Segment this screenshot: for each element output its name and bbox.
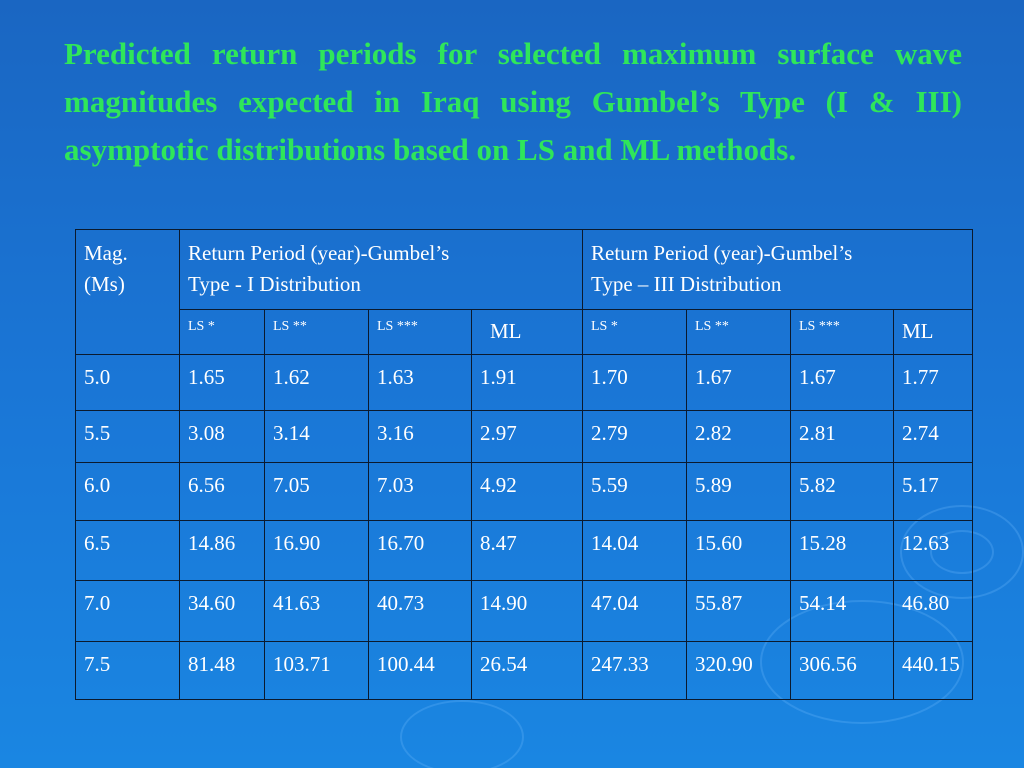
gumbel-type3-header-line1: Return Period (year)-Gumbel’s — [591, 241, 853, 265]
cell-ls3-type1: 16.70 — [368, 520, 472, 582]
mag-header-line1: Mag. — [84, 241, 128, 265]
table-row: 6.0 6.56 7.05 7.03 4.92 5.59 5.89 5.82 5.17 — [75, 461, 973, 522]
cell-ml-type3: 46.80 — [893, 580, 973, 642]
cell-ls3-type1: 3.16 — [368, 409, 472, 463]
cell-ls1-type3: 47.04 — [582, 580, 687, 642]
cell-ml-type3: 5.17 — [893, 461, 973, 522]
cell-ls2-type3: 55.87 — [686, 580, 791, 642]
slide-title: Predicted return periods for selected ma… — [64, 36, 962, 167]
cell-ls2-type1: 103.71 — [264, 640, 369, 701]
cell-ml-type1: 4.92 — [471, 461, 583, 522]
cell-ls1-type1: 3.08 — [179, 409, 265, 463]
subheader-ls3: LS *** — [368, 309, 472, 355]
cell-ls1-type1: 34.60 — [179, 580, 265, 642]
mag-header-line2: (Ms) — [84, 272, 125, 296]
cell-ls1-type3: 247.33 — [582, 640, 687, 701]
cell-ls3-type3: 54.14 — [790, 580, 894, 642]
return-period-table: Mag. (Ms) Return Period (year)-Gumbel’s … — [75, 228, 973, 701]
table-body: 5.0 1.65 1.62 1.63 1.91 1.70 1.67 1.67 1.77 5.5 3.… — [75, 353, 973, 701]
cell-ls1-type1: 6.56 — [179, 461, 265, 522]
table-row: 5.5 3.08 3.14 3.16 2.97 2.79 2.82 2.81 2.74 — [75, 409, 973, 463]
cell-ml-type3: 12.63 — [893, 520, 973, 582]
cell-ml-type1: 8.47 — [471, 520, 583, 582]
cell-ls2-type3: 320.90 — [686, 640, 791, 701]
cell-ls2-type3: 15.60 — [686, 520, 791, 582]
cell-ls3-type3: 306.56 — [790, 640, 894, 701]
cell-ls1-type1: 1.65 — [179, 353, 265, 411]
cell-ls1-type3: 5.59 — [582, 461, 687, 522]
cell-ls3-type3: 1.67 — [790, 353, 894, 411]
subheader-ls1: LS * — [179, 309, 265, 355]
cell-ls3-type3: 2.81 — [790, 409, 894, 463]
cell-ls3-type3: 15.28 — [790, 520, 894, 582]
cell-ml-type3: 440.15 — [893, 640, 973, 701]
cell-ls1-type3: 2.79 — [582, 409, 687, 463]
subheader-ml: ML — [471, 309, 583, 355]
cell-mag: 5.0 — [75, 353, 180, 411]
cell-mag: 7.0 — [75, 580, 180, 642]
ripple-decoration — [400, 700, 524, 768]
cell-ml-type3: 2.74 — [893, 409, 973, 463]
cell-ls2-type3: 1.67 — [686, 353, 791, 411]
cell-ls3-type1: 7.03 — [368, 461, 472, 522]
cell-ls2-type1: 16.90 — [264, 520, 369, 582]
subheader-ls3: LS *** — [790, 309, 894, 355]
cell-ml-type1: 14.90 — [471, 580, 583, 642]
subheader-ls1: LS * — [582, 309, 687, 355]
cell-ml-type1: 2.97 — [471, 409, 583, 463]
subheader-ml: ML — [893, 309, 973, 355]
gumbel-type1-header: Return Period (year)-Gumbel’s Type - I D… — [179, 228, 583, 311]
cell-ls1-type1: 81.48 — [179, 640, 265, 701]
cell-mag: 6.0 — [75, 461, 180, 522]
cell-ls1-type1: 14.86 — [179, 520, 265, 582]
table-row: 7.0 34.60 41.63 40.73 14.90 47.04 55.87 54.14 46… — [75, 580, 973, 642]
cell-ls3-type3: 5.82 — [790, 461, 894, 522]
subheader-ls2: LS ** — [264, 309, 369, 355]
table-header-row: Mag. (Ms) Return Period (year)-Gumbel’s … — [75, 228, 973, 355]
cell-ls2-type3: 2.82 — [686, 409, 791, 463]
cell-ls1-type3: 14.04 — [582, 520, 687, 582]
table-row: 5.0 1.65 1.62 1.63 1.91 1.70 1.67 1.67 1.77 — [75, 353, 973, 411]
cell-ls1-type3: 1.70 — [582, 353, 687, 411]
cell-ls2-type1: 7.05 — [264, 461, 369, 522]
gumbel-type3-header-line2: Type – III Distribution — [591, 272, 782, 296]
cell-ml-type1: 1.91 — [471, 353, 583, 411]
cell-ls3-type1: 1.63 — [368, 353, 472, 411]
cell-ml-type3: 1.77 — [893, 353, 973, 411]
cell-ls2-type1: 41.63 — [264, 580, 369, 642]
subheader-ls2: LS ** — [686, 309, 791, 355]
cell-mag: 6.5 — [75, 520, 180, 582]
table-row: 6.5 14.86 16.90 16.70 8.47 14.04 15.60 15.28 12.… — [75, 520, 973, 582]
cell-ls2-type1: 3.14 — [264, 409, 369, 463]
cell-ls2-type1: 1.62 — [264, 353, 369, 411]
cell-ls3-type1: 100.44 — [368, 640, 472, 701]
cell-ls2-type3: 5.89 — [686, 461, 791, 522]
cell-ml-type1: 26.54 — [471, 640, 583, 701]
cell-mag: 7.5 — [75, 640, 180, 701]
gumbel-type1-header-line1: Return Period (year)-Gumbel’s — [188, 241, 450, 265]
cell-ls3-type1: 40.73 — [368, 580, 472, 642]
gumbel-type1-header-line2: Type - I Distribution — [188, 272, 361, 296]
table-row: 7.5 81.48 103.71 100.44 26.54 247.33 320.90 306… — [75, 640, 973, 701]
mag-header: Mag. (Ms) — [75, 229, 180, 355]
table-subheader-row: LS * LS ** LS *** ML LS * LS ** LS *** M… — [76, 309, 973, 355]
gumbel-type3-header: Return Period (year)-Gumbel’s Type – III… — [582, 228, 973, 311]
cell-mag: 5.5 — [75, 409, 180, 463]
